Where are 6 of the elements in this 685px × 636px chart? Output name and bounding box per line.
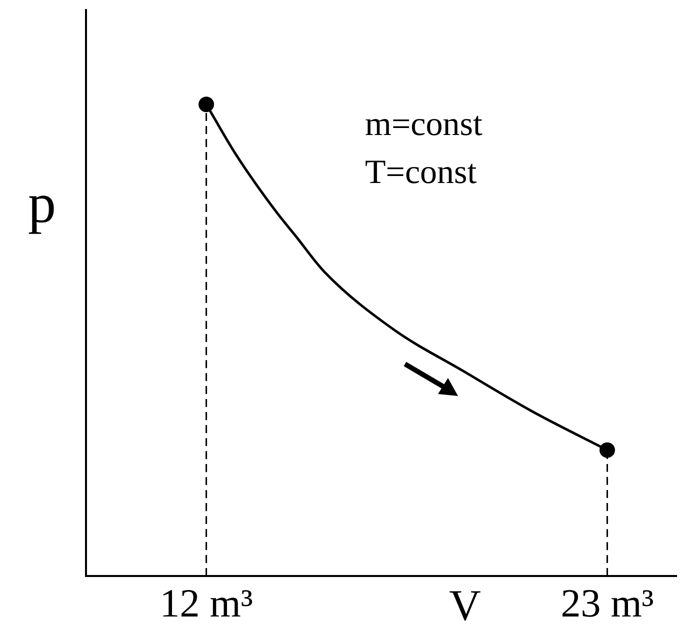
y-axis-title: p [28,173,56,235]
x-axis-title: V [449,581,482,630]
x-tick-label: 23 m³ [560,580,654,626]
x-tick-label: 12 m³ [160,580,253,626]
annotation: m=const [365,106,483,143]
annotation: T=const [365,154,478,191]
